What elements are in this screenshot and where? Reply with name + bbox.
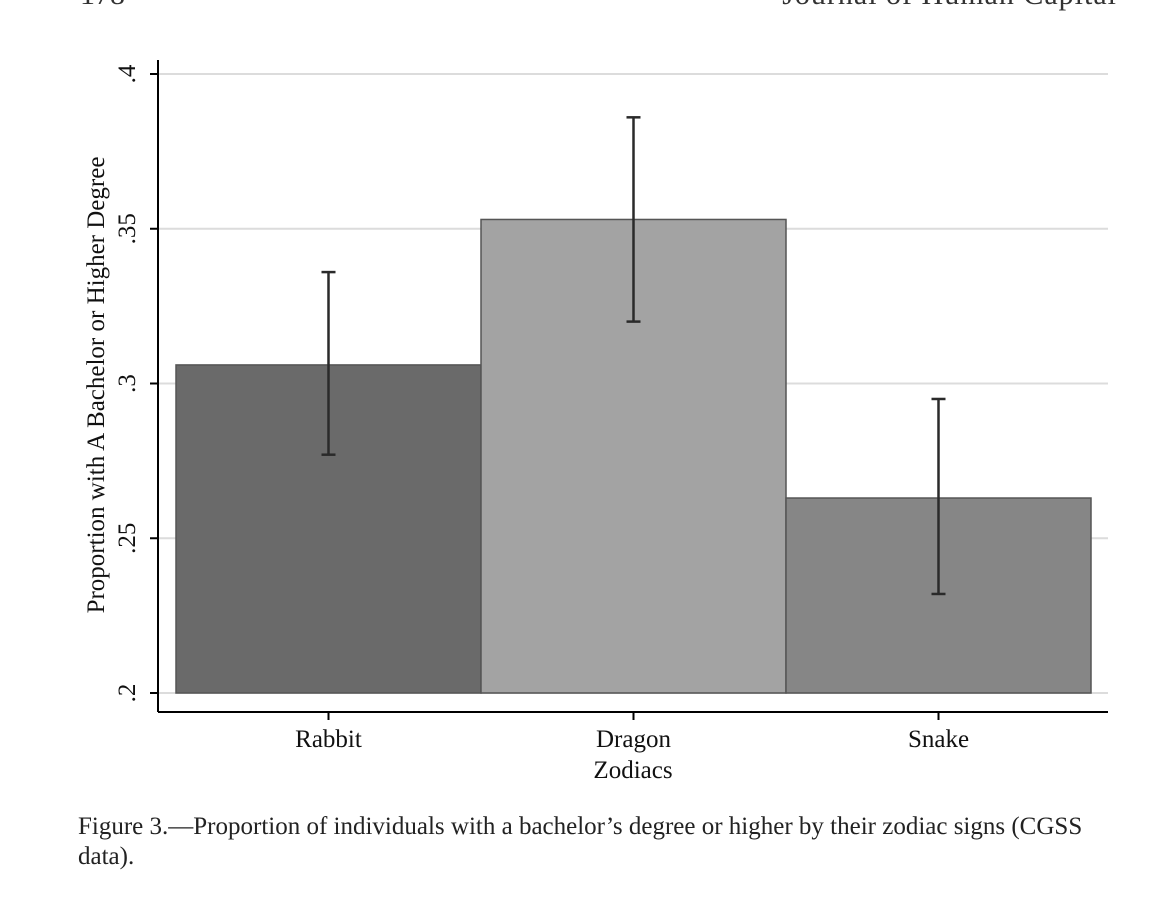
page-number: 178: [80, 0, 125, 12]
x-tick-label-dragon: Dragon: [596, 726, 671, 753]
x-tick-label-rabbit: Rabbit: [295, 726, 362, 753]
y-tick-label: .3: [114, 374, 141, 393]
figure-caption: Figure 3.—Proportion of individuals with…: [78, 813, 1083, 870]
y-tick-label: .25: [114, 523, 141, 554]
y-tick-label: .35: [114, 213, 141, 244]
error-bars: [321, 116, 946, 596]
page-header: 178 Journal of Human Capital: [0, 0, 1161, 18]
y-ticks: .2 .25 .3 .35 .4: [114, 64, 158, 702]
bar-chart: .2 .25 .3 .35 .4 Rabbit Dragon Snake Zodiacs P…: [83, 60, 1108, 784]
x-tick-label-snake: Snake: [908, 726, 969, 753]
y-tick-label: .2: [114, 684, 141, 703]
journal-name: Journal of Human Capital: [782, 0, 1117, 12]
y-axis-title: Proportion with A Bachelor or Higher Deg…: [83, 157, 110, 614]
y-tick-label: .4: [114, 64, 141, 83]
x-category-labels: Rabbit Dragon Snake: [295, 712, 969, 753]
x-axis-title: Zodiacs: [593, 757, 672, 784]
